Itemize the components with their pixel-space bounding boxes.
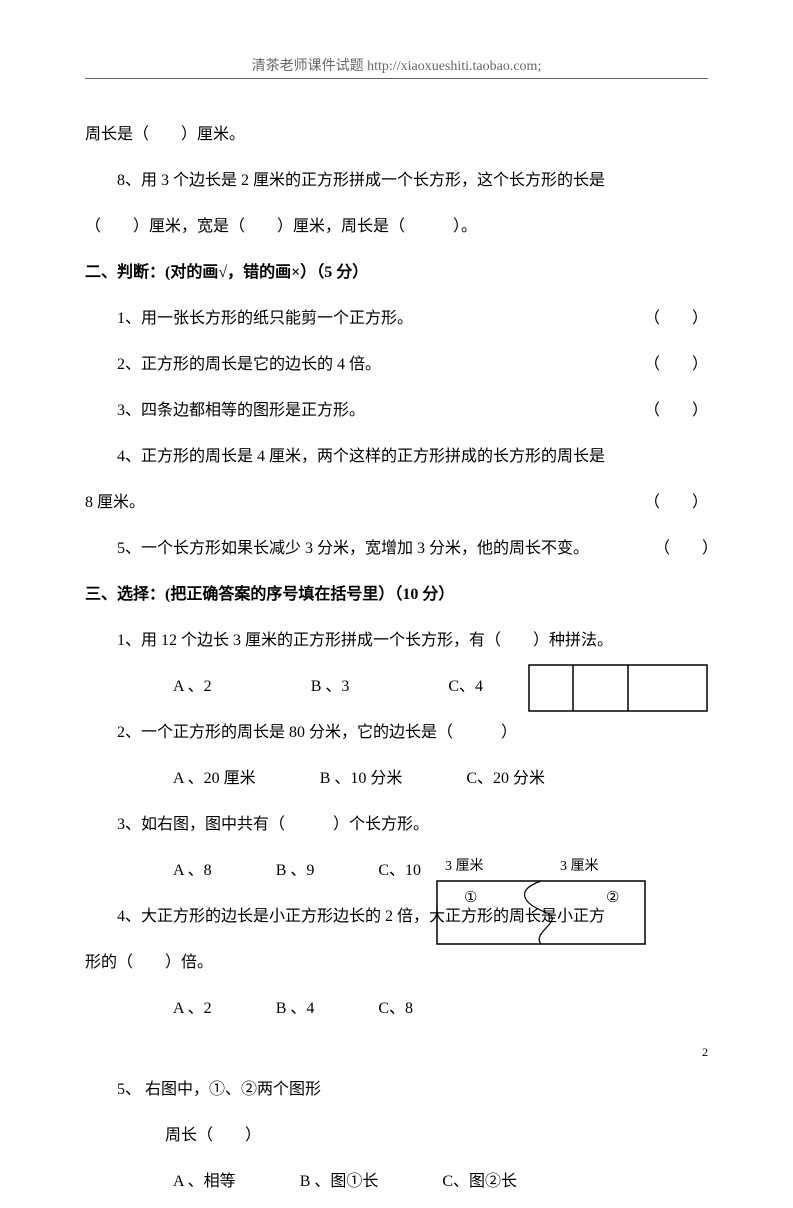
s3-q4-options: A 、2 B 、4 C、8 (85, 989, 708, 1029)
s2-q3: 3、四条边都相等的图形是正方形。 （ ） (85, 391, 708, 431)
answer-paren: （ ） (612, 391, 708, 431)
answer-paren: （ ） (612, 299, 708, 339)
s2-q5-text: 5、一个长方形如果长减少 3 分米，宽增加 3 分米，他的周长不变。 (117, 540, 589, 557)
s3-q4-opt-a: A 、2 (173, 989, 212, 1029)
header-text: 清茶老师课件试题 http://xiaoxueshiti.taobao.com; (252, 59, 542, 74)
q5-shape1-label: ① (464, 890, 477, 906)
s3-q3-opt-a: A 、8 (173, 851, 212, 891)
answer-paren: （ ） (612, 345, 708, 385)
s2-q4: 4、正方形的周长是 4 厘米，两个这样的正方形拼成的长方形的周长是 (85, 437, 708, 477)
s3-q4-opt-b: B 、4 (276, 989, 315, 1029)
s2-q5: 5、一个长方形如果长减少 3 分米，宽增加 3 分米，他的周长不变。 （ ） (85, 529, 708, 569)
s3-q2: 2、一个正方形的周长是 80 分米，它的边长是（ ） (85, 713, 708, 753)
s3-q3-opt-c: C、10 (378, 851, 421, 891)
answer-paren: （ ） (622, 529, 718, 569)
header-divider (85, 78, 708, 79)
s2-q4-line2: 8 厘米。 （ ） (85, 483, 708, 523)
s2-q3-text: 3、四条边都相等的图形是正方形。 (117, 402, 365, 419)
s3-q5-options: A 、相等 B 、图①长 C、图②长 (85, 1162, 708, 1202)
question-continuation: 周长是（ ）厘米。 (85, 115, 708, 155)
s2-q2-text: 2、正方形的周长是它的边长的 4 倍。 (117, 356, 381, 373)
s2-q2: 2、正方形的周长是它的边长的 4 倍。 （ ） (85, 345, 708, 385)
q3-rectangle-diagram (528, 664, 708, 712)
s3-q5-line2: 周长（ ） (85, 1116, 708, 1156)
s3-q1-opt-a: A 、2 (173, 667, 212, 707)
document-content: 周长是（ ）厘米。 8、用 3 个边长是 2 厘米的正方形拼成一个长方形，这个长… (85, 115, 708, 1208)
q5-shape2-label: ② (606, 890, 619, 906)
s3-q1-opt-b: B 、3 (311, 667, 350, 707)
s3-q2-options: A 、20 厘米 B 、10 分米 C、20 分米 (85, 759, 708, 799)
s3-q5-opt-c: C、图②长 (442, 1162, 517, 1202)
s3-q2-opt-a: A 、20 厘米 (173, 759, 256, 799)
section-3-title: 三、选择：(把正确答案的序号填在括号里）（10 分） (85, 575, 708, 615)
section-2-title: 二、判断：(对的画√，错的画×）（5 分） (85, 253, 708, 293)
answer-paren: （ ） (644, 483, 708, 523)
page-header: 清茶老师课件试题 http://xiaoxueshiti.taobao.com; (0, 55, 793, 75)
s2-q1: 1、用一张长方形的纸只能剪一个正方形。 （ ） (85, 299, 708, 339)
q5-label-3cm-2: 3 厘米 (560, 855, 599, 875)
s3-q2-opt-c: C、20 分米 (466, 759, 545, 799)
s2-q1-text: 1、用一张长方形的纸只能剪一个正方形。 (117, 310, 413, 327)
s3-q4-opt-c: C、8 (378, 989, 413, 1029)
s3-q2-opt-b: B 、10 分米 (320, 759, 403, 799)
question-8-line2: （ ）厘米，宽是（ ）厘米，周长是（ ）。 (85, 207, 708, 247)
s3-q5: 5、 右图中，①、②两个图形 (85, 1070, 708, 1110)
s3-q1-opt-c: C、4 (448, 667, 483, 707)
s3-q3: 3、如右图，图中共有（ ）个长方形。 (85, 805, 708, 845)
s3-q1: 1、用 12 个边长 3 厘米的正方形拼成一个长方形，有（ ）种拼法。 (85, 621, 708, 661)
s3-q5-opt-a: A 、相等 (173, 1162, 236, 1202)
s2-q4-text2: 8 厘米。 (85, 494, 145, 511)
page-number: 2 (702, 1045, 708, 1060)
q5-label-3cm-1: 3 厘米 (445, 855, 484, 875)
s3-q5-opt-b: B 、图①长 (300, 1162, 379, 1202)
s3-q3-opt-b: B 、9 (276, 851, 315, 891)
question-8: 8、用 3 个边长是 2 厘米的正方形拼成一个长方形，这个长方形的长是 (85, 161, 708, 201)
